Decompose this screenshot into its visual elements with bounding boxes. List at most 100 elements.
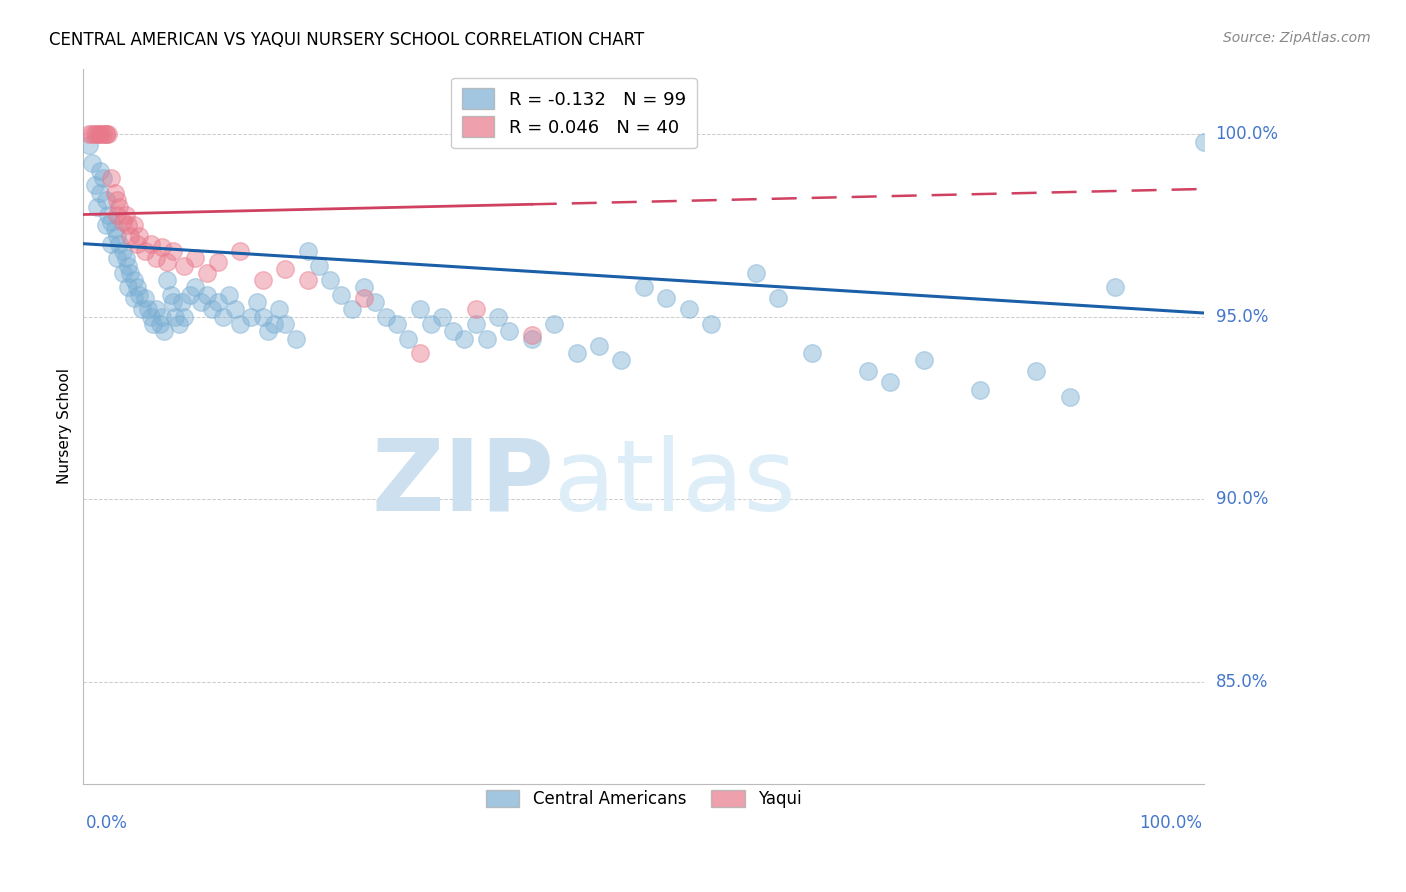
Point [97,127,120,141]
Point [486,310,509,324]
Point [464,317,486,331]
Point [150,240,173,254]
Point [150,310,173,324]
Point [252,273,274,287]
Text: 100.0%: 100.0% [1139,814,1202,832]
Point [165,310,187,324]
Point [768,292,790,306]
Text: 95.0%: 95.0% [1216,308,1268,326]
Point [498,324,520,338]
Point [105,193,128,207]
Point [167,317,190,331]
Point [122,219,145,233]
Point [94,127,117,141]
Point [330,287,353,301]
Text: 0.0%: 0.0% [86,814,128,832]
Point [86,200,108,214]
Point [139,236,162,251]
Point [127,236,149,251]
Point [229,244,252,258]
Point [588,339,610,353]
Point [419,317,441,331]
Point [565,346,588,360]
Point [173,310,195,324]
Point [77,127,100,141]
Point [94,127,117,141]
Point [115,207,138,221]
Point [520,332,543,346]
Point [342,302,364,317]
Point [83,178,105,193]
Point [127,280,149,294]
Point [252,310,274,324]
Point [108,200,131,214]
Text: atlas: atlas [554,435,796,532]
Point [475,332,498,346]
Point [633,280,655,294]
Point [145,252,167,266]
Point [912,353,935,368]
Legend: Central Americans, Yaqui: Central Americans, Yaqui [479,783,808,815]
Point [77,138,100,153]
Point [184,252,207,266]
Point [364,295,387,310]
Point [89,127,111,141]
Point [131,302,153,317]
Point [297,244,319,258]
Point [1104,280,1126,294]
Point [520,327,543,342]
Text: Source: ZipAtlas.com: Source: ZipAtlas.com [1223,31,1371,45]
Point [94,219,117,233]
Point [89,127,111,141]
Point [745,266,768,280]
Point [122,292,145,306]
Point [453,332,475,346]
Point [83,127,105,141]
Point [120,266,142,280]
Point [1025,364,1047,378]
Point [1194,135,1216,149]
Text: ZIP: ZIP [371,435,554,532]
Point [195,287,218,301]
Point [162,295,184,310]
Point [93,127,115,141]
Point [105,207,128,221]
Point [285,332,308,346]
Point [153,324,176,338]
Point [159,287,181,301]
Point [128,287,150,301]
Point [86,127,108,141]
Point [105,252,128,266]
Point [319,273,342,287]
Point [89,163,111,178]
Point [94,193,117,207]
Point [179,287,201,301]
Point [207,295,229,310]
Point [224,302,246,317]
Point [82,127,104,141]
Point [801,346,824,360]
Point [269,302,291,317]
Point [246,295,269,310]
Point [184,280,207,294]
Y-axis label: Nursery School: Nursery School [58,368,72,484]
Point [543,317,565,331]
Point [229,317,252,331]
Point [263,317,285,331]
Point [240,310,263,324]
Point [100,236,122,251]
Point [207,255,229,269]
Point [218,287,240,301]
Point [97,207,120,221]
Point [117,219,139,233]
Point [257,324,280,338]
Point [610,353,633,368]
Point [139,310,162,324]
Point [82,156,104,170]
Point [856,364,879,378]
Point [89,186,111,200]
Point [387,317,409,331]
Text: 100.0%: 100.0% [1216,125,1278,144]
Point [156,273,179,287]
Point [201,302,224,317]
